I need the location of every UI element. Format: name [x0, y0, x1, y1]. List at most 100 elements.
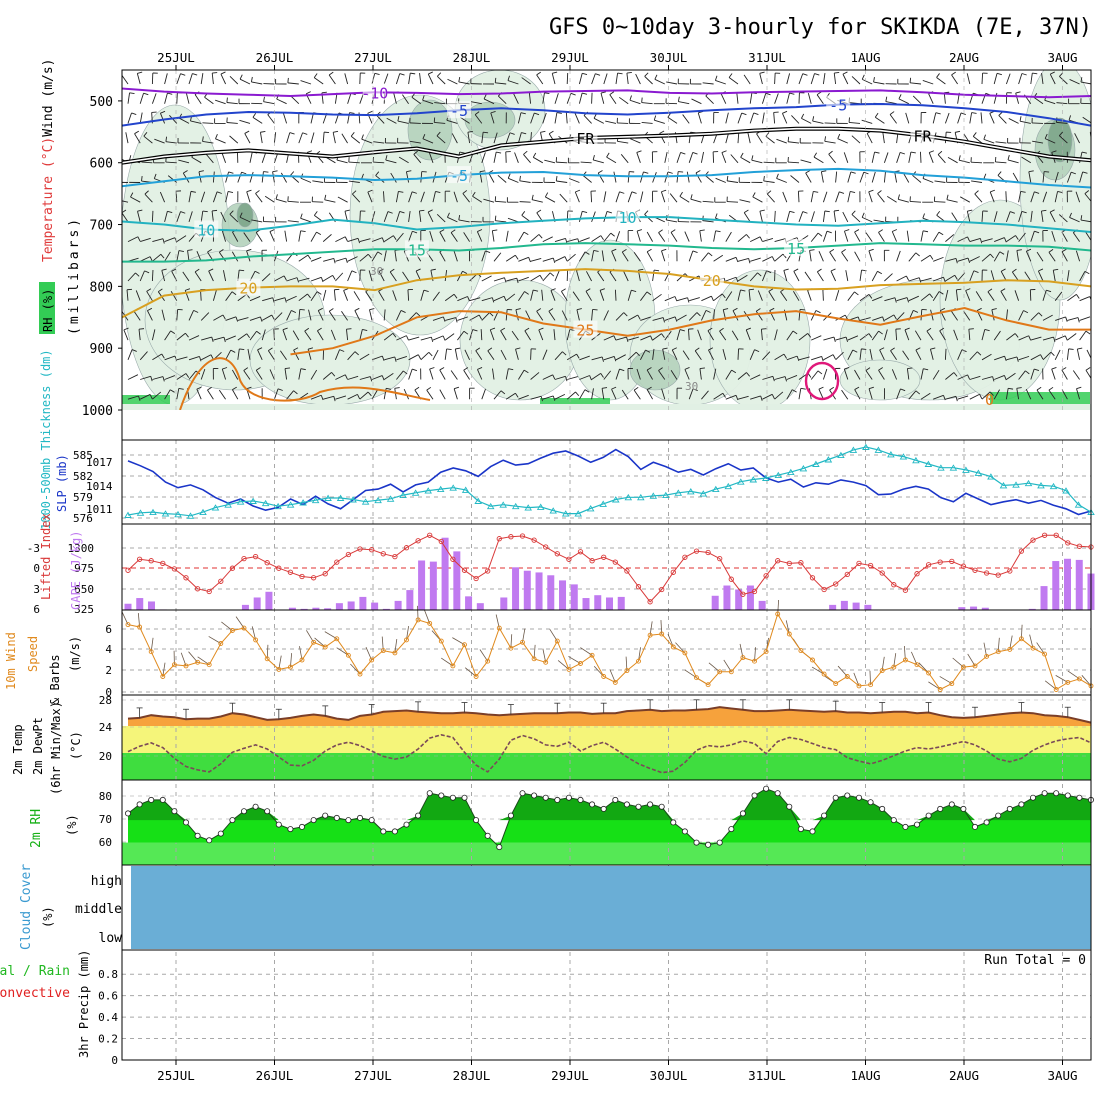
- wind-barb: [609, 94, 617, 104]
- wind-barb: [660, 191, 666, 203]
- wind-barb-flag: [756, 308, 761, 312]
- wind-barb: [708, 349, 714, 361]
- wind-barb: [409, 122, 421, 124]
- wind-barb-flag: [938, 231, 944, 236]
- wind-barb-flag: [129, 92, 135, 94]
- wind-barb-flag: [708, 347, 714, 351]
- wind-barb: [359, 391, 369, 400]
- wind-barb: [957, 112, 962, 124]
- wind-barb: [578, 73, 583, 85]
- wind-barb: [603, 335, 615, 341]
- wind-barb: [627, 191, 633, 203]
- wind-barb-flag: [721, 150, 727, 153]
- wind-barb: [859, 333, 870, 341]
- thickness-marker: [124, 511, 132, 518]
- cape-tick-label: 325: [74, 603, 94, 616]
- temp-axis-label: (6hr Min/Max): [49, 701, 63, 795]
- wind-barb-flag: [996, 72, 1002, 76]
- wind-barb-flag: [613, 335, 617, 341]
- wind10-marker: [659, 631, 665, 637]
- wind-barb-flag: [965, 288, 971, 291]
- wind-barb-flag: [955, 130, 961, 133]
- wind-barb: [788, 141, 800, 144]
- wind-barb-flag: [584, 251, 590, 255]
- wind-barb: [743, 74, 751, 85]
- wind10-marker: [786, 631, 792, 637]
- thickness-marker: [987, 473, 995, 480]
- date-label-bottom: 3AUG: [1047, 1068, 1077, 1083]
- wind-barb-flag: [540, 396, 543, 402]
- cape-bar: [1028, 608, 1036, 610]
- wind-barb-flag: [170, 330, 176, 335]
- wind-barb: [511, 330, 519, 341]
- wind-barb-flag: [477, 367, 483, 370]
- wind-barb-flag: [646, 291, 652, 296]
- wind-barb: [347, 393, 358, 400]
- wind-barb: [1082, 116, 1091, 124]
- wind-barb-flag: [626, 336, 629, 342]
- wind-barb: [763, 180, 775, 183]
- wind-barb: [1015, 92, 1020, 104]
- wind-barb: [774, 391, 784, 400]
- wind10-marker: [682, 650, 688, 656]
- wind-barb: [749, 112, 755, 124]
- wind-barb: [713, 368, 717, 380]
- lifted-index-marker: [983, 570, 990, 576]
- wind-barb: [640, 316, 651, 321]
- wind-barb: [561, 310, 568, 321]
- wind-barb: [495, 220, 507, 223]
- wind-barb-flag: [458, 76, 461, 83]
- wind-barb-flag: [1026, 248, 1032, 252]
- wind10-marker: [369, 657, 375, 663]
- cape-bar: [324, 608, 332, 610]
- wind-barb: [1061, 369, 1068, 380]
- wind-barb-flag: [141, 176, 143, 182]
- wind-barb: [434, 122, 446, 124]
- wind-barb: [1012, 172, 1019, 183]
- wind-barb: [462, 193, 470, 203]
- wind-barb: [774, 238, 786, 243]
- wind-barb-flag: [815, 310, 821, 314]
- wind-barb-flag: [523, 369, 529, 374]
- temp-tick-label: 20: [99, 750, 112, 763]
- wind-barb: [530, 395, 542, 400]
- wind-barb: [226, 122, 238, 124]
- wind-barb-flag: [455, 317, 458, 323]
- wind10-marker: [763, 649, 769, 655]
- thickness-marker: [186, 512, 195, 519]
- wind-barb: [282, 329, 288, 341]
- precip-tick-label: 0.2: [98, 1033, 118, 1046]
- wind-barb-flag: [333, 396, 336, 402]
- wind-barb: [737, 372, 747, 380]
- wind-barb: [725, 256, 737, 262]
- cape-bar: [970, 606, 978, 610]
- wind-barb: [959, 196, 971, 203]
- wind-barb-flag: [699, 229, 705, 232]
- wind-axis-label: (m/s): [68, 636, 82, 672]
- wind-barb: [335, 374, 346, 380]
- wind-barb: [1067, 333, 1077, 341]
- lifted-index-marker: [728, 576, 734, 582]
- wind-barb-flag: [782, 110, 788, 114]
- wind-barb: [176, 309, 179, 321]
- rh-marker: [972, 823, 979, 830]
- wind-barb: [603, 310, 609, 321]
- wind-barb-flag: [735, 395, 739, 401]
- wind10-marker: [345, 652, 351, 658]
- wind-barb: [232, 231, 239, 242]
- date-label-bottom: 27JUL: [354, 1068, 392, 1083]
- wind-barb-flag: [552, 257, 556, 264]
- wind10-marker: [914, 662, 920, 668]
- wind-barb-flag: [752, 192, 756, 198]
- wind10-marker: [450, 663, 456, 669]
- wind-barb-flag: [207, 386, 212, 391]
- wind-barb: [200, 368, 206, 380]
- wind-barb: [676, 297, 688, 302]
- wind-barb: [884, 273, 893, 282]
- lifted-index-marker: [461, 567, 468, 573]
- wind-barb: [704, 175, 714, 183]
- wind-barb: [868, 250, 873, 262]
- wind-barb: [620, 154, 629, 164]
- wind-barb: [385, 159, 397, 164]
- wind-barb-flag: [763, 175, 765, 182]
